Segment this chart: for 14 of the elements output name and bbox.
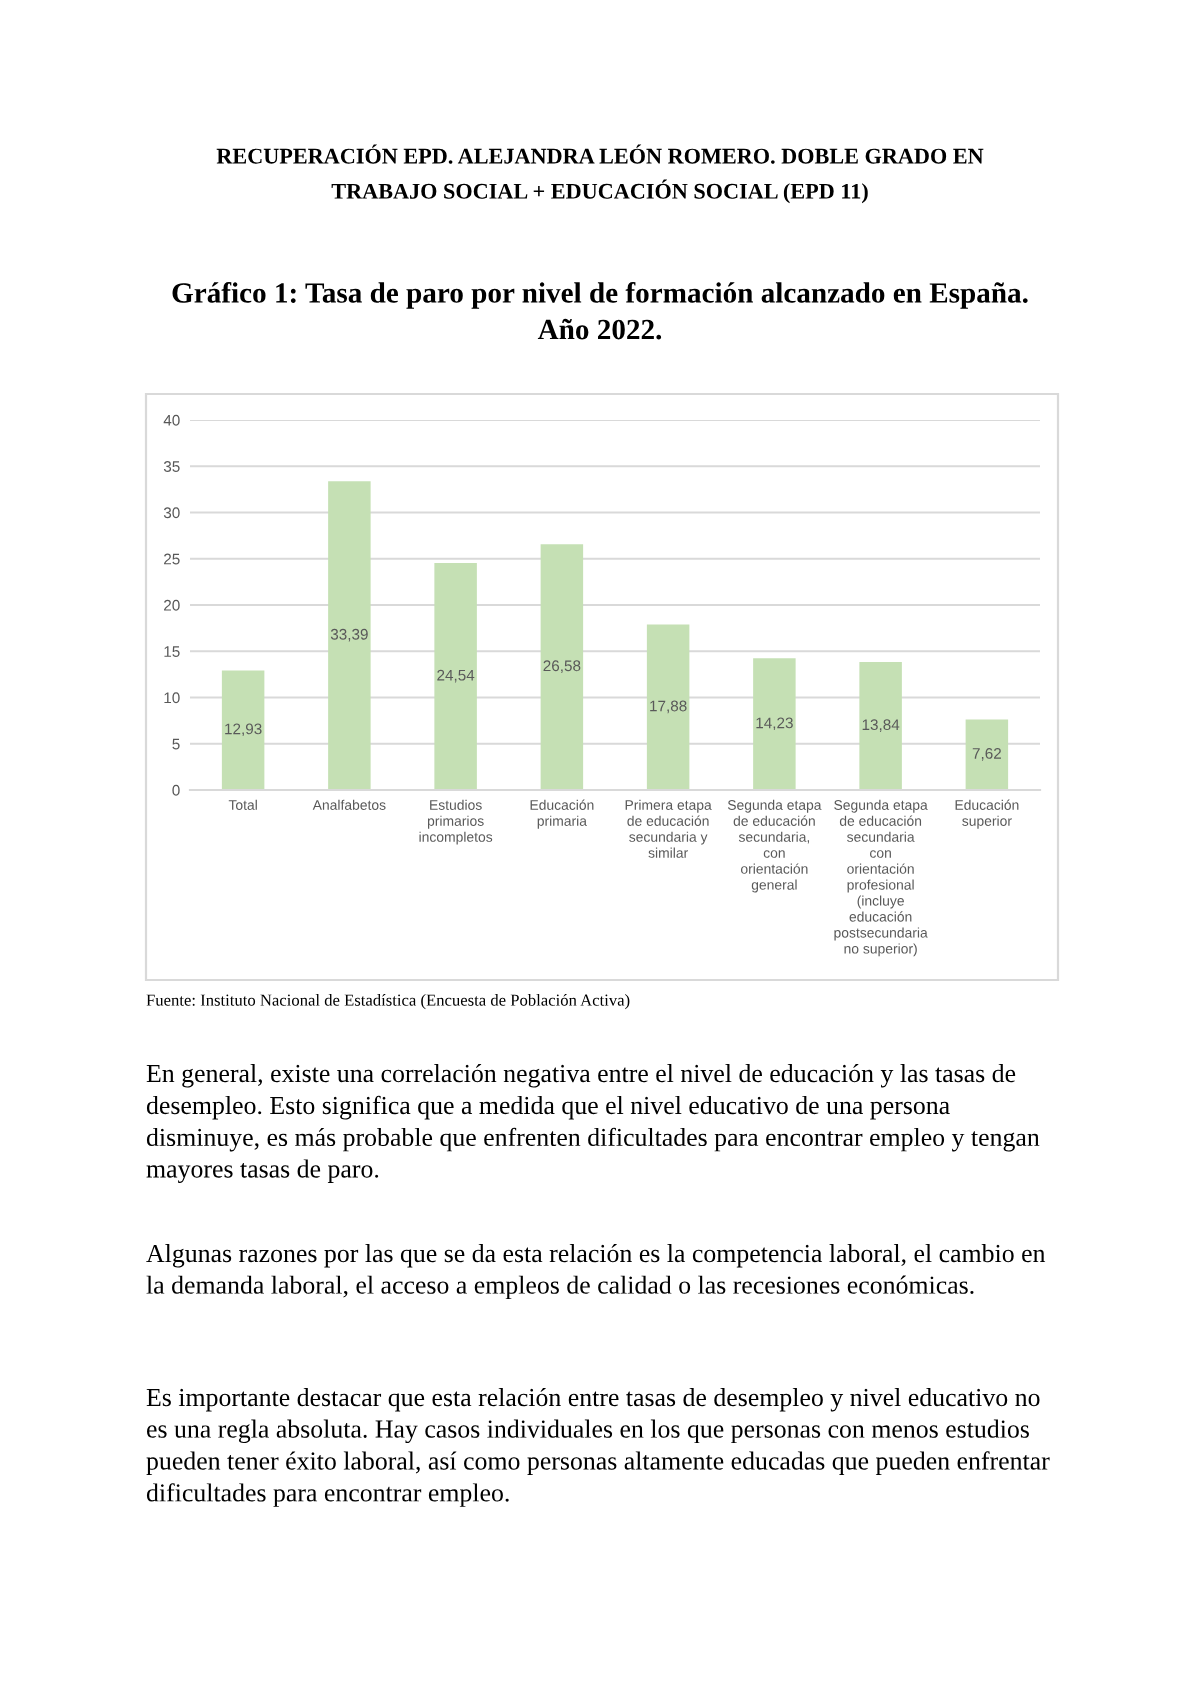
source-note: Fuente: Instituto Nacional de Estadística (Encuesta de Población Activa) [146,994,630,1010]
bar [540,544,584,790]
bar [965,719,1009,790]
bar [328,481,371,790]
text: Algunas razones por las que se da esta relación es la competencia laboral, el cambio en la demanda laboral, el acceso a empleos de calidad o las recesiones económicas. [146,1244,1046,1300]
bar [221,670,265,790]
text: Es importante destacar que esta relación entre tasas de desempleo y nivel educativo no es una regla absoluta. Hay casos individuales en los que personas con menos estudios pueden tener éxito laboral, así como personas altamente educadas que pueden enfrentar dificultades para encontrar empleo. [146,1388,1050,1507]
bar [434,563,477,790]
bar [646,624,690,790]
bar [859,661,902,790]
text: En general, existe una correlación negativa entre el nivel de educación y las tasas de desempleo. Esto significa que a medida que el nivel educativo de una persona disminuye, es más probable que enfrenten dificultades para encontrar empleo y tengan mayores tasas de paro. [146,1064,1040,1183]
text: RECUPERACIÓN EPD. ALEJANDRA LEÓN ROMERO. DOBLE GRADO EN TRABAJO SOCIAL + EDUCACIÓN SOCIAL (EPD 11) [216,144,984,204]
bar [753,658,796,790]
chart-title: Gráfico 1: Tasa de paro por nivel de formación alcanzado en España. Año 2022. [172,282,1028,340]
